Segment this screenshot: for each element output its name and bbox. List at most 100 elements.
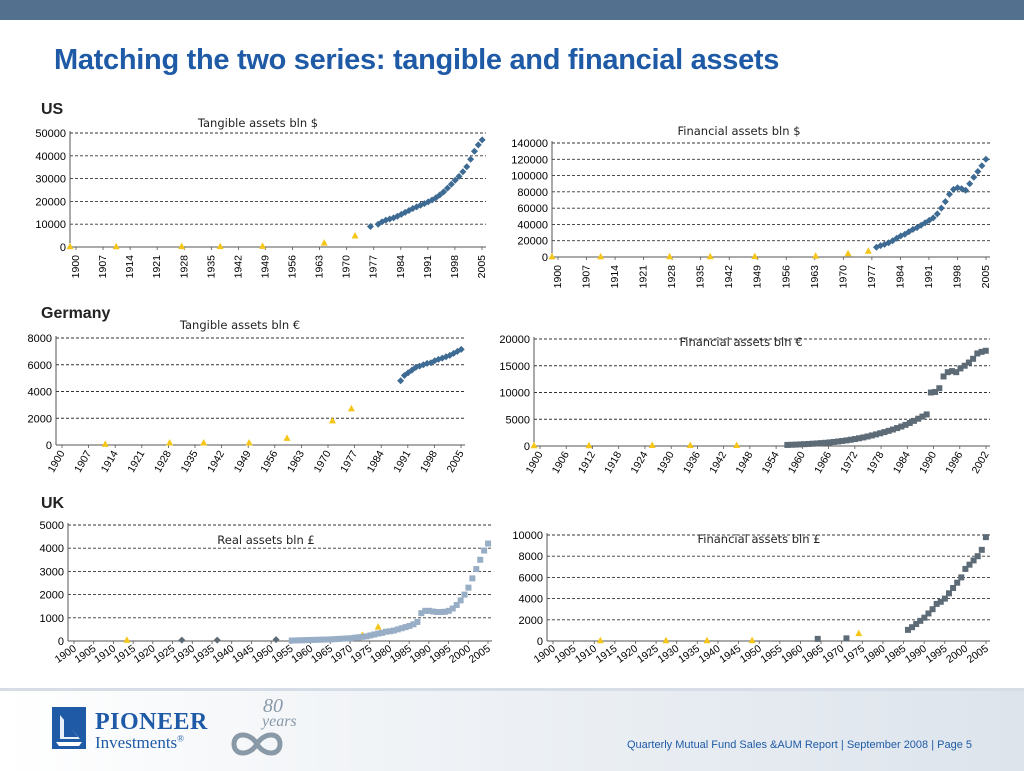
country-label-uk: UK [41, 495, 65, 512]
data-point-square [847, 436, 854, 443]
data-point-square [830, 438, 837, 445]
x-tick-label: 1940 [210, 643, 236, 666]
data-point-square [813, 440, 820, 447]
data-point-square [441, 608, 448, 615]
x-tick-label: 1998 [418, 448, 440, 474]
x-tick-label: 2002 [970, 449, 992, 475]
y-tick-label: 10000 [499, 388, 530, 400]
x-tick-label: 1990 [917, 449, 939, 475]
data-point-diamond [933, 210, 941, 218]
data-point-diamond [420, 200, 428, 208]
y-tick-label: 30000 [35, 174, 66, 186]
data-point-square [889, 426, 896, 433]
data-point-square [843, 635, 850, 642]
x-tick-label: 1915 [112, 643, 138, 666]
x-tick-label: 1970 [341, 255, 353, 279]
chart-title: Tangible assets bln $ [197, 116, 318, 130]
data-point-triangle [686, 441, 694, 448]
x-tick-label: 1921 [125, 448, 147, 474]
x-tick-label: 1942 [232, 255, 244, 279]
data-point-diamond [470, 147, 478, 155]
x-tick-label: 1905 [72, 643, 98, 666]
data-point-square [363, 633, 370, 640]
data-point-square [929, 606, 936, 613]
data-point-square [877, 430, 884, 437]
data-point-triangle [751, 252, 759, 260]
data-point-diamond [459, 168, 467, 176]
x-tick-label: 1972 [838, 449, 860, 475]
chart-uk-real: Real assets bln £ 0 1000 2000 3000 4000 5000 19… [40, 520, 493, 666]
data-point-diamond [453, 347, 461, 355]
footer: PIONEER Investments® 80 years Quarterly … [0, 688, 1024, 771]
data-point-square [339, 635, 346, 642]
x-tick-label: 1949 [752, 265, 764, 289]
x-tick-label: 1900 [532, 643, 558, 666]
data-point-square [978, 348, 985, 355]
chart-title: Financial assets bln € [679, 335, 802, 349]
infinity-icon [231, 732, 283, 756]
data-point-diamond [440, 188, 448, 196]
data-point-square [954, 579, 961, 586]
data-point-triangle [216, 242, 224, 250]
data-point-triangle [112, 242, 120, 250]
logo-subtitle-text: Investments [95, 733, 178, 752]
data-point-square [386, 628, 393, 635]
data-point-triangle [358, 631, 366, 638]
data-point-square [398, 625, 405, 632]
data-point-square [915, 415, 922, 422]
x-tick-label: 1907 [97, 255, 109, 279]
x-tick-label: 1930 [655, 449, 677, 475]
data-point-square [927, 389, 934, 396]
x-tick-label: 1900 [552, 265, 564, 289]
x-tick-label: 1978 [865, 449, 887, 475]
data-point-triangle [178, 242, 186, 250]
y-tick-label: 4000 [519, 594, 543, 606]
x-tick-label: 1935 [676, 643, 702, 666]
x-tick-label: 1975 [841, 643, 867, 666]
x-tick-label: 1998 [951, 265, 963, 289]
data-point-diamond [909, 225, 917, 233]
x-tick-label: 1907 [72, 448, 94, 474]
data-point-triangle [666, 252, 674, 260]
anniversary-word: years [262, 713, 297, 730]
y-tick-label: 8000 [28, 333, 52, 345]
y-tick-label: 20000 [35, 196, 66, 208]
chart-uk-financial: Financial assets bln £ 0 2000 4000 6000 8000 1… [512, 530, 990, 666]
y-tick-label: 50000 [35, 128, 66, 140]
y-tick-label: 0 [542, 252, 548, 264]
data-point-square [379, 629, 386, 636]
data-point-diamond [901, 230, 909, 238]
data-point-square [894, 425, 901, 432]
x-tick-label: 1940 [697, 643, 723, 666]
data-point-square [288, 637, 295, 644]
x-tick-label: 1936 [681, 449, 703, 475]
data-point-triangle [245, 438, 253, 446]
data-point-square [331, 636, 338, 643]
x-tick-label: 2005 [467, 643, 493, 666]
data-point-diamond [889, 237, 897, 245]
y-tick-label: 10000 [35, 219, 66, 231]
x-tick-label: 1991 [422, 255, 434, 279]
data-point-diamond [438, 354, 446, 362]
data-point-diamond [378, 218, 386, 226]
data-point-square [383, 628, 389, 635]
y-tick-label: 2000 [28, 413, 52, 425]
x-tick-label: 1995 [427, 643, 453, 666]
data-point-square [406, 622, 413, 629]
data-point-square [304, 637, 311, 644]
x-tick-label: 1935 [179, 448, 201, 474]
x-tick-label: 1910 [92, 643, 118, 666]
data-point-diamond [929, 214, 937, 222]
data-point-diamond [366, 222, 374, 230]
data-point-triangle [200, 438, 208, 446]
y-tick-label: 40000 [517, 219, 548, 231]
data-point-square [982, 534, 989, 541]
data-point-square [906, 419, 913, 426]
x-tick-label: 2005 [476, 255, 488, 279]
data-point-square [320, 636, 327, 643]
data-point-triangle [123, 636, 131, 643]
data-point-diamond [945, 190, 953, 198]
y-tick-label: 2000 [519, 615, 543, 627]
data-point-square [457, 597, 464, 604]
data-point-square [860, 434, 867, 441]
